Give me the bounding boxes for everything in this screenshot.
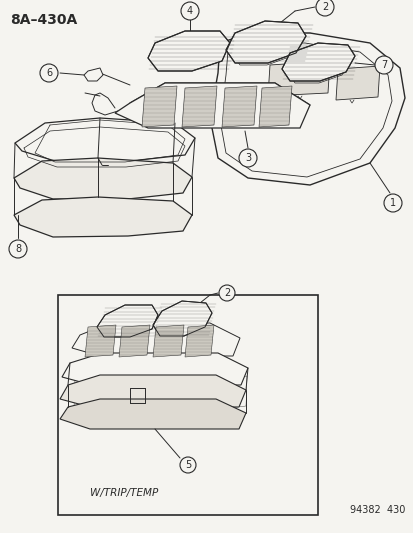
Polygon shape: [60, 399, 245, 429]
Polygon shape: [221, 86, 256, 127]
Polygon shape: [62, 353, 247, 385]
Polygon shape: [14, 158, 192, 199]
Polygon shape: [60, 375, 245, 407]
Polygon shape: [209, 33, 404, 185]
Circle shape: [374, 56, 392, 74]
Polygon shape: [97, 305, 158, 337]
Polygon shape: [147, 31, 230, 71]
Circle shape: [180, 457, 195, 473]
Polygon shape: [153, 301, 211, 336]
Text: 5: 5: [185, 460, 191, 470]
Polygon shape: [335, 66, 379, 100]
Polygon shape: [14, 197, 192, 237]
Polygon shape: [15, 118, 195, 161]
Polygon shape: [185, 325, 214, 357]
Circle shape: [9, 240, 27, 258]
Text: 1: 1: [389, 198, 395, 208]
Polygon shape: [182, 86, 216, 127]
Circle shape: [315, 0, 333, 16]
Polygon shape: [153, 325, 183, 357]
Circle shape: [218, 285, 235, 301]
Text: 8: 8: [15, 244, 21, 254]
Polygon shape: [225, 21, 305, 63]
Polygon shape: [267, 61, 329, 96]
Circle shape: [383, 194, 401, 212]
Text: 8A–430A: 8A–430A: [10, 13, 77, 27]
Text: 3: 3: [244, 153, 250, 163]
Polygon shape: [84, 68, 103, 81]
Polygon shape: [142, 86, 177, 127]
Polygon shape: [281, 43, 354, 81]
Text: 4: 4: [187, 6, 192, 16]
Text: W/TRIP/TEMP: W/TRIP/TEMP: [90, 488, 158, 498]
Bar: [58, 295, 317, 515]
Text: 6: 6: [46, 68, 52, 78]
Polygon shape: [259, 86, 291, 127]
Text: 7: 7: [380, 60, 386, 70]
Text: 94382  430: 94382 430: [349, 505, 404, 515]
Circle shape: [40, 64, 58, 82]
Circle shape: [238, 149, 256, 167]
Polygon shape: [72, 323, 240, 356]
Polygon shape: [119, 325, 150, 357]
Polygon shape: [115, 83, 309, 128]
Circle shape: [180, 2, 199, 20]
Text: 2: 2: [223, 288, 230, 298]
Polygon shape: [85, 325, 116, 357]
Text: 2: 2: [321, 2, 328, 12]
